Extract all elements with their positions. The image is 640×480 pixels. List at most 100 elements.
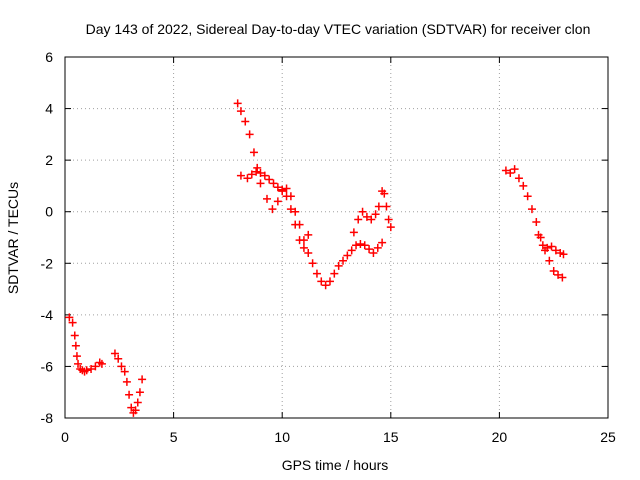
data-point (262, 194, 271, 203)
data-point (120, 367, 129, 376)
data-point (325, 277, 334, 286)
data-point (273, 197, 282, 206)
data-point (551, 246, 560, 255)
data-point (82, 366, 91, 375)
data-point (114, 354, 123, 363)
data-point (127, 403, 136, 412)
data-point (362, 212, 371, 221)
data-point (117, 362, 126, 371)
chart-title: Day 143 of 2022, Sidereal Day-to-day VTE… (86, 21, 591, 37)
x-axis-label: GPS time / hours (282, 457, 389, 473)
data-point (65, 313, 74, 322)
data-point (386, 223, 395, 232)
data-point (291, 220, 300, 229)
data-point (236, 171, 245, 180)
x-tick-label: 0 (61, 429, 69, 445)
data-point (74, 359, 83, 368)
data-point (299, 243, 308, 252)
data-point (131, 406, 140, 415)
y-tick-label: 2 (45, 152, 53, 168)
data-point (133, 398, 142, 407)
data-point (334, 261, 343, 270)
data-point (260, 171, 269, 180)
data-point (559, 250, 568, 259)
data-point (339, 256, 348, 265)
data-point (256, 179, 265, 188)
y-tick-label: -8 (41, 410, 54, 426)
x-tick-label: 25 (600, 429, 616, 445)
data-point (286, 205, 295, 214)
data-point (510, 165, 519, 174)
y-tick-label: 6 (45, 49, 53, 65)
data-point (304, 248, 313, 257)
data-point (122, 377, 131, 386)
data-point (233, 99, 242, 108)
data-point (519, 181, 528, 190)
data-point (543, 243, 552, 252)
data-point (367, 215, 376, 224)
plot-frame (64, 56, 609, 419)
y-tick-label: -2 (41, 255, 54, 271)
data-point (506, 169, 515, 178)
x-tick-label: 20 (492, 429, 508, 445)
y-tick-label: 4 (45, 101, 53, 117)
x-tick-label: 15 (383, 429, 399, 445)
data-point (343, 251, 352, 260)
data-point (97, 359, 106, 368)
data-point (534, 230, 543, 239)
y-tick-label: -4 (41, 307, 54, 323)
data-point (384, 215, 393, 224)
data-point (72, 352, 81, 361)
data-point (532, 218, 541, 227)
data-point (236, 107, 245, 116)
data-point (91, 362, 100, 371)
grid (65, 57, 608, 418)
data-point (360, 241, 369, 250)
data-point (68, 318, 77, 327)
data-point (514, 174, 523, 183)
data-point (71, 341, 80, 350)
data-point (110, 349, 119, 358)
data-point (527, 205, 536, 214)
data-markers (65, 99, 568, 417)
data-point (70, 331, 79, 340)
data-point (349, 228, 358, 237)
data-point (135, 388, 144, 397)
data-point (358, 207, 367, 216)
data-point (87, 365, 96, 374)
data-point (373, 243, 382, 252)
data-point (138, 375, 147, 384)
data-point (241, 117, 250, 126)
x-tick-label: 10 (274, 429, 290, 445)
data-point (547, 242, 556, 251)
data-point (247, 170, 256, 179)
data-point (378, 238, 387, 247)
data-point (382, 202, 391, 211)
data-point (371, 210, 380, 219)
data-point (317, 277, 326, 286)
data-point (265, 175, 274, 184)
data-point (243, 174, 252, 183)
data-point (549, 267, 558, 276)
data-point (308, 259, 317, 268)
data-point (125, 390, 134, 399)
data-point (256, 169, 265, 178)
data-point (273, 183, 282, 192)
data-point (321, 281, 330, 290)
data-point (253, 163, 262, 172)
data-point (347, 246, 356, 255)
y-tick-label: 0 (45, 204, 53, 220)
y-tick-label: -6 (41, 358, 54, 374)
data-point (558, 273, 567, 282)
data-point (374, 202, 383, 211)
data-point (365, 245, 374, 254)
data-point (523, 192, 532, 201)
data-point (295, 236, 304, 245)
x-tick-label: 5 (170, 429, 178, 445)
data-point (268, 205, 277, 214)
data-point (282, 184, 291, 193)
data-point (369, 248, 378, 257)
data-point (304, 230, 313, 239)
